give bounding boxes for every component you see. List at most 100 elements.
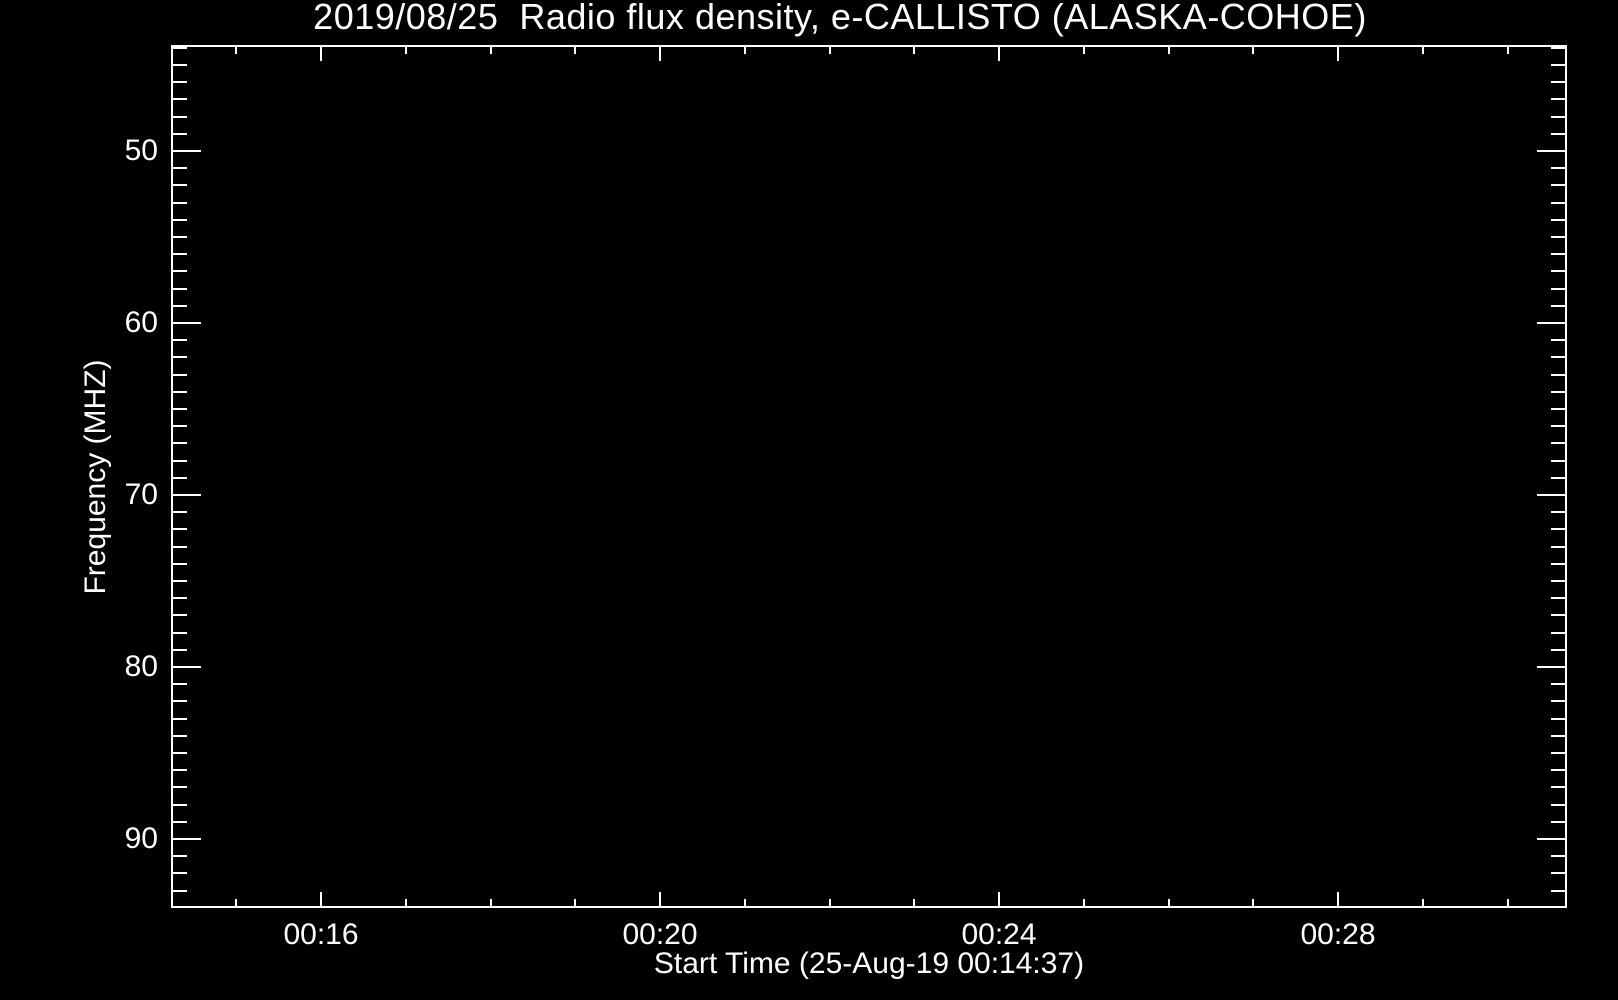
y-tick-minor	[1551, 821, 1565, 823]
y-tick-minor	[1551, 890, 1565, 892]
y-tick-minor	[1551, 649, 1565, 651]
x-tick-minor	[574, 899, 576, 906]
y-tick-minor	[1551, 116, 1565, 118]
y-tick-minor	[173, 81, 187, 83]
x-tick-minor	[235, 47, 237, 54]
x-tick-minor	[913, 899, 915, 906]
y-tick-minor	[1551, 528, 1565, 530]
y-tick-minor	[173, 305, 187, 307]
y-tick-minor	[1551, 133, 1565, 135]
x-tick-minor	[1168, 899, 1170, 906]
x-tick-minor	[829, 47, 831, 54]
y-tick-major	[1537, 838, 1565, 840]
x-tick-label: 00:16	[283, 918, 359, 951]
y-tick-minor	[1551, 356, 1565, 358]
y-tick-minor	[1551, 219, 1565, 221]
y-tick-minor	[173, 133, 187, 135]
y-tick-minor	[1551, 786, 1565, 788]
y-tick-minor	[173, 872, 187, 874]
y-tick-minor	[173, 288, 187, 290]
y-tick-minor	[1551, 511, 1565, 513]
y-tick-minor	[1551, 700, 1565, 702]
y-tick-label: 50	[124, 134, 158, 167]
x-tick-major	[659, 47, 661, 61]
y-tick-minor	[1551, 597, 1565, 599]
y-tick-minor	[1551, 167, 1565, 169]
y-tick-minor	[1551, 408, 1565, 410]
chart-title: 2019/08/25 Radio flux density, e-CALLIST…	[313, 0, 1367, 37]
y-tick-minor	[173, 425, 187, 427]
y-tick-minor	[173, 270, 187, 272]
y-tick-minor	[173, 511, 187, 513]
y-tick-minor	[173, 253, 187, 255]
y-tick-minor	[1551, 614, 1565, 616]
x-tick-major	[320, 892, 322, 906]
y-tick-minor	[1551, 735, 1565, 737]
x-tick-major	[998, 892, 1000, 906]
y-tick-minor	[1551, 81, 1565, 83]
x-tick-minor	[1507, 47, 1509, 54]
y-tick-minor	[173, 460, 187, 462]
x-tick-major	[998, 47, 1000, 61]
x-tick-label: 00:20	[622, 918, 698, 951]
y-tick-minor	[1551, 546, 1565, 548]
x-tick-minor	[1168, 47, 1170, 54]
y-tick-minor	[1551, 769, 1565, 771]
x-tick-minor	[1422, 899, 1424, 906]
y-tick-minor	[1551, 442, 1565, 444]
y-tick-major	[1537, 666, 1565, 668]
y-tick-minor	[1551, 202, 1565, 204]
y-tick-major	[1537, 322, 1565, 324]
y-tick-minor	[1551, 855, 1565, 857]
y-tick-minor	[1551, 270, 1565, 272]
y-tick-minor	[173, 202, 187, 204]
y-tick-minor	[173, 632, 187, 634]
y-tick-minor	[1551, 288, 1565, 290]
y-tick-minor	[173, 98, 187, 100]
y-tick-minor	[173, 683, 187, 685]
y-tick-minor	[173, 769, 187, 771]
y-tick-label: 70	[124, 478, 158, 511]
y-tick-minor	[173, 236, 187, 238]
y-tick-minor	[173, 890, 187, 892]
x-tick-minor	[829, 899, 831, 906]
y-tick-minor	[173, 47, 187, 49]
y-tick-minor	[173, 580, 187, 582]
y-tick-minor	[173, 855, 187, 857]
y-tick-label: 60	[124, 306, 158, 339]
x-tick-minor	[1083, 47, 1085, 54]
y-tick-major	[1537, 494, 1565, 496]
x-tick-minor	[1252, 47, 1254, 54]
y-tick-minor	[173, 356, 187, 358]
y-tick-minor	[173, 649, 187, 651]
x-tick-major	[320, 47, 322, 61]
x-tick-major	[659, 892, 661, 906]
y-tick-minor	[1551, 184, 1565, 186]
y-tick-minor	[173, 718, 187, 720]
x-tick-minor	[1252, 899, 1254, 906]
plot-frame	[171, 45, 1567, 908]
y-tick-minor	[1551, 253, 1565, 255]
y-tick-major	[1537, 150, 1565, 152]
y-tick-major	[173, 150, 201, 152]
y-tick-minor	[1551, 563, 1565, 565]
x-tick-minor	[574, 47, 576, 54]
y-tick-minor	[1551, 872, 1565, 874]
y-tick-major	[173, 838, 201, 840]
y-tick-minor	[1551, 580, 1565, 582]
y-tick-minor	[1551, 339, 1565, 341]
x-tick-minor	[235, 899, 237, 906]
y-tick-minor	[173, 752, 187, 754]
y-tick-minor	[1551, 64, 1565, 66]
y-tick-minor	[1551, 305, 1565, 307]
x-tick-minor	[1507, 899, 1509, 906]
y-tick-minor	[1551, 391, 1565, 393]
x-tick-label: 00:28	[1300, 918, 1376, 951]
y-tick-minor	[173, 614, 187, 616]
y-tick-minor	[1551, 718, 1565, 720]
y-tick-minor	[173, 786, 187, 788]
y-tick-minor	[173, 528, 187, 530]
y-tick-label: 90	[124, 822, 158, 855]
y-tick-minor	[173, 804, 187, 806]
